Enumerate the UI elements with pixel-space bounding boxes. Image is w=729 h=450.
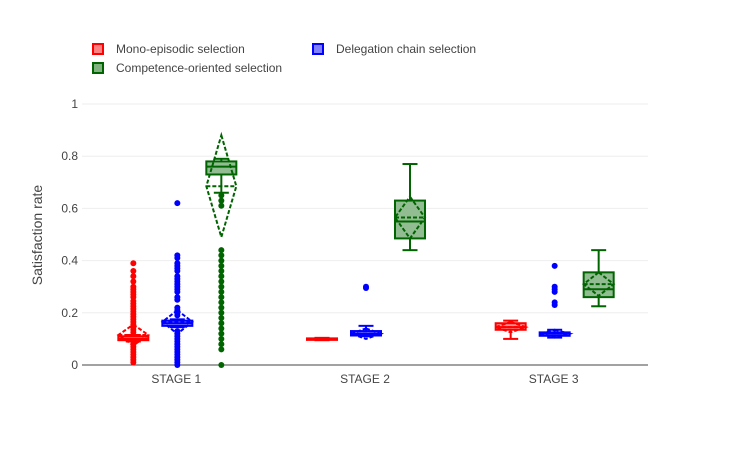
series-mono-episodic-selection bbox=[116, 260, 529, 366]
legend-label-delegation-chain: Delegation chain selection bbox=[336, 42, 477, 56]
sd-diamond bbox=[205, 131, 238, 241]
outlier-point bbox=[218, 197, 225, 204]
y-tick-label: 0.2 bbox=[61, 306, 78, 320]
outlier-point bbox=[130, 268, 137, 275]
outlier-point bbox=[218, 320, 225, 327]
outlier-point bbox=[218, 341, 225, 348]
series-competence-oriented-selection bbox=[205, 131, 616, 368]
plot-marks bbox=[116, 131, 616, 368]
outlier-point bbox=[218, 330, 225, 337]
x-tick-labels: STAGE 1 STAGE 2 STAGE 3 bbox=[151, 372, 578, 386]
outlier-point bbox=[218, 346, 225, 353]
y-tick-labels: 0 0.2 0.4 0.6 0.8 1 bbox=[61, 97, 78, 372]
outlier-point bbox=[218, 335, 225, 342]
y-tick-label: 0 bbox=[71, 358, 78, 372]
legend: Mono-episodic selection Delegation chain… bbox=[90, 40, 510, 80]
outlier-point bbox=[218, 304, 225, 311]
x-tick-label: STAGE 3 bbox=[529, 372, 579, 386]
sd-diamond bbox=[306, 337, 338, 341]
sd-diamond bbox=[347, 327, 385, 340]
outlier-point bbox=[174, 252, 181, 259]
sd-diamond bbox=[582, 271, 616, 298]
legend-item-competence-oriented[interactable]: Competence-oriented selection bbox=[92, 61, 282, 75]
outlier-point bbox=[218, 283, 225, 290]
outlier-point bbox=[174, 260, 181, 267]
outlier-point bbox=[174, 273, 181, 280]
outlier-point bbox=[218, 252, 225, 259]
legend-label-competence-oriented: Competence-oriented selection bbox=[116, 61, 283, 75]
outlier-point bbox=[551, 299, 558, 306]
outlier-point bbox=[218, 247, 225, 254]
outlier-point bbox=[218, 273, 225, 280]
series-delegation-chain-selection bbox=[160, 200, 574, 368]
outlier-point bbox=[218, 192, 225, 199]
sd-diamond bbox=[492, 320, 529, 334]
outlier-point bbox=[551, 262, 558, 269]
sd-diamond bbox=[393, 194, 427, 241]
outlier-point bbox=[174, 328, 181, 335]
outlier-point bbox=[130, 260, 137, 267]
outlier-point bbox=[218, 278, 225, 285]
outlier-point bbox=[218, 257, 225, 264]
legend-item-mono-episodic[interactable]: Mono-episodic selection bbox=[92, 42, 245, 56]
outlier-point bbox=[218, 202, 225, 209]
x-tick-label: STAGE 2 bbox=[340, 372, 390, 386]
y-tick-label: 0.8 bbox=[61, 149, 78, 163]
outlier-point bbox=[218, 315, 225, 322]
outlier-point bbox=[174, 200, 181, 207]
x-tick-label: STAGE 1 bbox=[151, 372, 201, 386]
outlier-point bbox=[130, 341, 137, 348]
y-tick-label: 0.6 bbox=[61, 201, 78, 215]
legend-swatch-delegation-chain bbox=[312, 43, 324, 55]
box bbox=[394, 199, 426, 240]
outlier-point bbox=[174, 294, 181, 301]
outlier-point bbox=[130, 273, 137, 280]
legend-swatch-mono-episodic bbox=[92, 43, 104, 55]
y-tick-label: 0.4 bbox=[61, 254, 78, 268]
outlier-point bbox=[551, 283, 558, 290]
legend-swatch-competence-oriented bbox=[92, 62, 104, 74]
outlier-point bbox=[130, 283, 137, 290]
outlier-point bbox=[218, 325, 225, 332]
y-axis-title: Satisfaction rate bbox=[29, 185, 45, 286]
box bbox=[205, 160, 238, 176]
outlier-point bbox=[218, 362, 225, 368]
outlier-point bbox=[130, 278, 137, 285]
outlier-point bbox=[174, 304, 181, 311]
outlier-point bbox=[218, 309, 225, 316]
outlier-point bbox=[363, 283, 369, 290]
outlier-point bbox=[218, 268, 225, 275]
sd-diamond bbox=[535, 328, 574, 339]
outlier-point bbox=[218, 299, 225, 306]
outlier-point bbox=[218, 294, 225, 301]
legend-label-mono-episodic: Mono-episodic selection bbox=[116, 42, 245, 56]
outlier-point bbox=[218, 288, 225, 295]
legend-item-delegation-chain[interactable]: Delegation chain selection bbox=[312, 42, 476, 56]
outlier-point bbox=[218, 262, 225, 269]
y-tick-label: 1 bbox=[71, 97, 78, 111]
